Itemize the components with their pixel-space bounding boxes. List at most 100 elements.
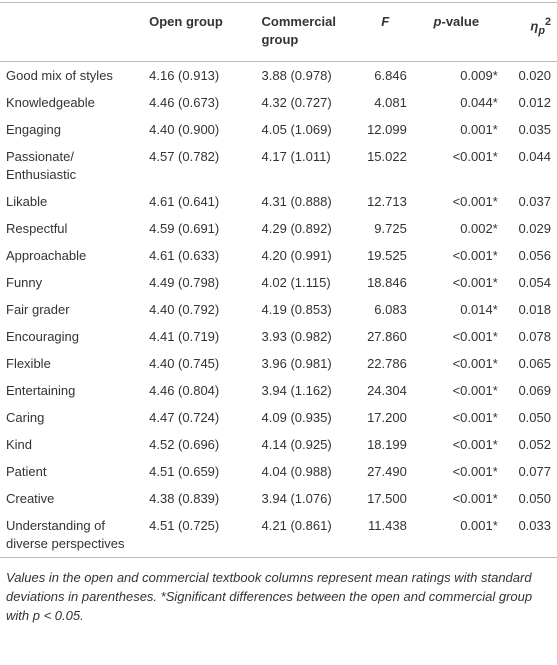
row-label: Flexible [6,356,51,371]
table-row: Likable 4.61 (0.641) 4.31 (0.888) 12.713 <0.… [0,188,557,215]
cell: <0.001* [452,356,498,371]
table-row: Understanding of diverse perspectives 4.5… [0,512,557,558]
cell: 0.009* [460,68,498,83]
cell: 0.069 [518,383,551,398]
cell: 4.52 (0.696) [149,437,220,452]
row-label: Approachable [6,248,87,263]
cell: 4.32 (0.727) [261,95,332,110]
cell: 4.02 (1.115) [261,275,331,290]
row-label: Kind [6,437,33,452]
cell: 4.16 (0.913) [149,68,220,83]
cell: 4.51 (0.725) [149,518,220,533]
cell: 6.083 [374,302,407,317]
cell: 17.200 [367,410,407,425]
table-row: Kind 4.52 (0.696) 4.14 (0.925) 18.199 <0.001… [0,431,557,458]
cell: 4.40 (0.792) [149,302,220,317]
row-label: Funny [6,275,43,290]
cell: 0.037 [518,194,551,209]
cell: 0.001* [460,122,498,137]
cell: <0.001* [452,329,498,344]
cell: <0.001* [452,464,498,479]
cell: <0.001* [452,383,498,398]
cell: 3.94 (1.076) [261,491,332,506]
cell: <0.001* [452,491,498,506]
column-header: Commercial group [258,3,360,62]
column-header [0,3,145,62]
header-superscript: 2 [544,16,551,28]
cell: 0.014* [460,302,498,317]
cell: <0.001* [452,149,498,164]
cell: 0.020 [518,68,551,83]
cell: 0.029 [518,221,551,236]
cell: 4.40 (0.900) [149,122,220,137]
cell: <0.001* [452,275,498,290]
cell: 0.050 [518,491,551,506]
row-label: Patient [6,464,47,479]
header-text: F [381,14,390,29]
cell: 4.57 (0.782) [149,149,220,164]
table-row: Creative 4.38 (0.839) 3.94 (1.076) 17.500 <0… [0,485,557,512]
cell: 4.14 (0.925) [261,437,332,452]
cell: 24.304 [367,383,407,398]
cell: 19.525 [367,248,407,263]
cell: 27.860 [367,329,407,344]
cell: 9.725 [374,221,407,236]
header-text: Open group [149,14,223,29]
table-row: Entertaining 4.46 (0.804) 3.94 (1.162) 24.3… [0,377,557,404]
cell: 11.438 [368,518,407,533]
cell: 12.713 [367,194,407,209]
cell: 3.93 (0.982) [261,329,332,344]
cell: 4.46 (0.804) [149,383,220,398]
cell: <0.001* [452,410,498,425]
row-label: Likable [6,194,48,209]
cell: 0.052 [518,437,551,452]
cell: 0.035 [518,122,551,137]
header-text: Commercial group [261,14,336,47]
table-row: Knowledgeable 4.46 (0.673) 4.32 (0.727) 4.0… [0,89,557,116]
cell: 0.001* [460,518,498,533]
cell: 18.846 [367,275,407,290]
column-header: ηp2 [502,3,557,62]
table-row: Respectful 4.59 (0.691) 4.29 (0.892) 9.725 0… [0,215,557,242]
cell: 3.96 (0.981) [261,356,332,371]
table-body: Good mix of styles 4.16 (0.913) 3.88 (0.97… [0,62,557,558]
cell: 4.49 (0.798) [149,275,220,290]
header-subscript: p [538,24,545,37]
cell: 4.09 (0.935) [261,410,332,425]
cell: 17.500 [367,491,407,506]
row-label: Creative [6,491,55,506]
cell: 0.012 [518,95,551,110]
table-row: Caring 4.47 (0.724) 4.09 (0.935) 17.200 <0.0… [0,404,557,431]
table-row: Good mix of styles 4.16 (0.913) 3.88 (0.97… [0,62,557,90]
cell: 0.054 [518,275,551,290]
cell: 0.044* [460,95,498,110]
table-row: Approachable 4.61 (0.633) 4.20 (0.991) 19.5… [0,242,557,269]
row-label: Entertaining [6,383,76,398]
cell: 18.199 [367,437,407,452]
cell: 4.081 [374,95,407,110]
table-row: Encouraging 4.41 (0.719) 3.93 (0.982) 27.86… [0,323,557,350]
cell: 22.786 [367,356,407,371]
cell: 4.61 (0.641) [149,194,220,209]
cell: 3.88 (0.978) [261,68,332,83]
cell: 4.17 (1.011) [261,149,331,164]
cell: <0.001* [452,437,498,452]
cell: 3.94 (1.162) [261,383,332,398]
cell: 0.065 [518,356,551,371]
header-italic: p [433,14,442,29]
cell: 4.51 (0.659) [149,464,220,479]
cell: 4.04 (0.988) [261,464,332,479]
cell: 27.490 [367,464,407,479]
table-row: Fair grader 4.40 (0.792) 4.19 (0.853) 6.083… [0,296,557,323]
header-symbol: η [530,18,539,34]
cell: 0.033 [518,518,551,533]
cell: 4.38 (0.839) [149,491,220,506]
row-label: Knowledgeable [6,95,95,110]
table-row: Engaging 4.40 (0.900) 4.05 (1.069) 12.099 0.… [0,116,557,143]
cell: 15.022 [367,149,407,164]
column-header: F [360,3,411,62]
cell: 4.20 (0.991) [261,248,332,263]
